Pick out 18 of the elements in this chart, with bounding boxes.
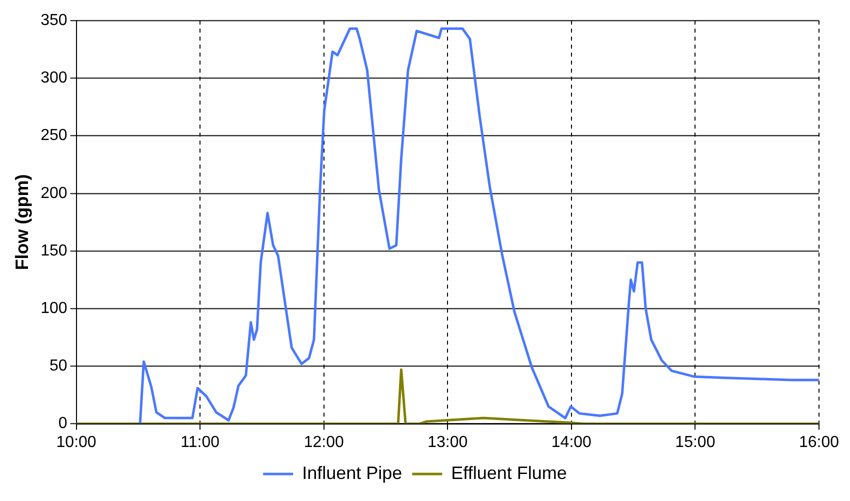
x-tick-label: 16:00 xyxy=(798,434,840,451)
y-tick-label: 250 xyxy=(40,127,68,144)
legend-label: Effluent Flume xyxy=(451,462,567,483)
y-tick-label: 350 xyxy=(40,12,68,30)
legend-label: Influent Pipe xyxy=(302,462,402,483)
y-tick-label: 300 xyxy=(40,70,68,87)
x-tick-label: 14:00 xyxy=(551,434,592,451)
y-tick-label: 0 xyxy=(58,415,68,432)
x-tick-label: 15:00 xyxy=(675,434,716,451)
x-tick-label: 13:00 xyxy=(428,434,468,451)
y-tick-label: 150 xyxy=(40,242,68,260)
y-tick-label: 200 xyxy=(40,184,68,202)
y-tick-label: 50 xyxy=(50,358,68,375)
y-tick-label: 100 xyxy=(40,300,68,318)
y-axis-title: Flow (gpm) xyxy=(12,174,32,270)
x-tick-label: 11:00 xyxy=(180,434,220,451)
x-tick-label: 12:00 xyxy=(304,434,344,451)
x-tick-label: 10:00 xyxy=(56,434,96,451)
